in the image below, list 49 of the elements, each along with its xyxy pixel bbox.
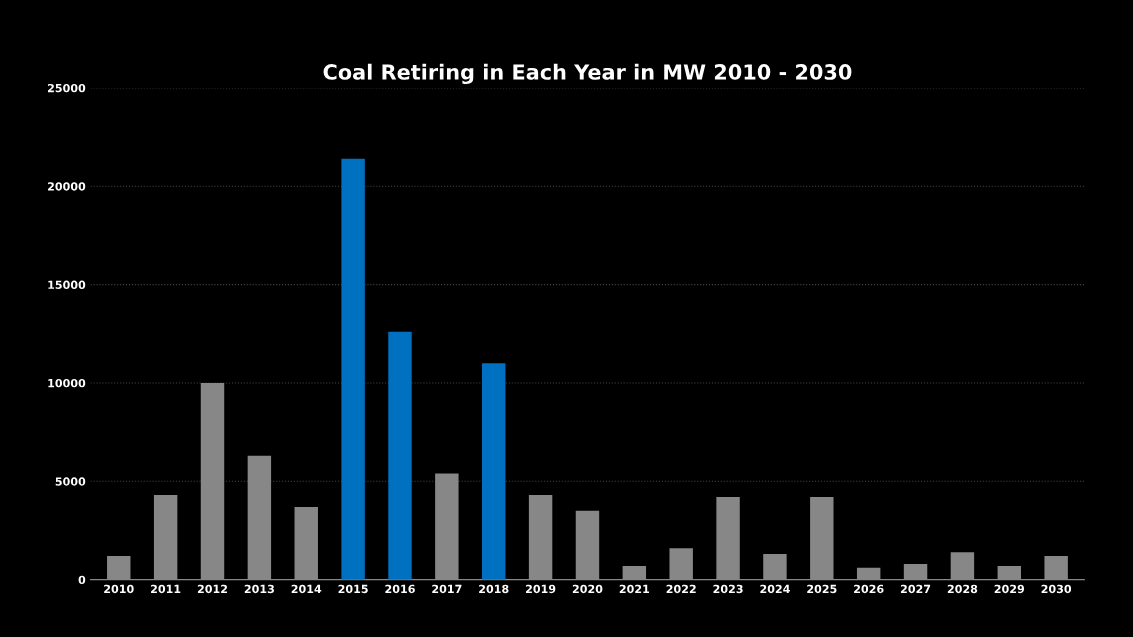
x-tick-label: 2013 — [244, 584, 274, 594]
y-tick-label: 20000 — [48, 182, 86, 191]
x-tick-label: 2014 — [291, 584, 322, 594]
bar — [247, 455, 272, 580]
x-tick-label: 2011 — [151, 584, 181, 594]
bar — [1044, 556, 1068, 580]
bar — [716, 497, 740, 580]
x-tick-label: 2017 — [432, 584, 462, 594]
x-tick-label: 2025 — [807, 584, 837, 594]
y-tick-label: 5000 — [55, 477, 86, 486]
x-tick-label: 2020 — [572, 584, 603, 594]
x-tick-label: 2028 — [947, 584, 978, 594]
y-tick-label: 15000 — [48, 280, 86, 289]
bar — [575, 510, 600, 580]
x-tick-label: 2029 — [994, 584, 1025, 594]
x-tick-label: 2012 — [197, 584, 227, 594]
bar — [856, 567, 881, 580]
x-tick-label: 2019 — [526, 584, 556, 594]
chart-title: Coal Retiring in Each Year in MW 2010 - 2030 — [323, 63, 852, 85]
bar — [903, 563, 928, 580]
bar — [763, 554, 787, 580]
x-tick-label: 2026 — [854, 584, 884, 594]
bar — [153, 495, 178, 580]
bar — [435, 473, 459, 580]
bar — [997, 565, 1022, 580]
x-tick-label: 2022 — [666, 584, 696, 594]
bar — [388, 331, 412, 580]
x-tick-label: 2015 — [338, 584, 368, 594]
bar — [622, 565, 647, 580]
x-tick-label: 2023 — [713, 584, 743, 594]
bar — [528, 495, 553, 580]
y-tick-label: 25000 — [48, 83, 86, 93]
y-tick-label: 0 — [78, 575, 86, 585]
x-tick-label: 2024 — [760, 584, 790, 594]
bar — [107, 556, 131, 580]
x-tick-label: 2021 — [619, 584, 650, 594]
x-tick-label: 2018 — [479, 584, 509, 594]
x-tick-label: 2027 — [900, 584, 931, 594]
bar — [669, 548, 693, 580]
bar — [200, 382, 225, 580]
bar — [950, 552, 975, 580]
x-tick-label: 2030 — [1041, 584, 1072, 594]
bar — [341, 158, 365, 580]
x-tick-label: 2010 — [104, 584, 134, 594]
y-tick-label: 10000 — [48, 378, 86, 388]
bar — [294, 506, 318, 580]
bar — [482, 363, 506, 580]
x-tick-label: 2016 — [385, 584, 415, 594]
bar — [810, 497, 834, 580]
